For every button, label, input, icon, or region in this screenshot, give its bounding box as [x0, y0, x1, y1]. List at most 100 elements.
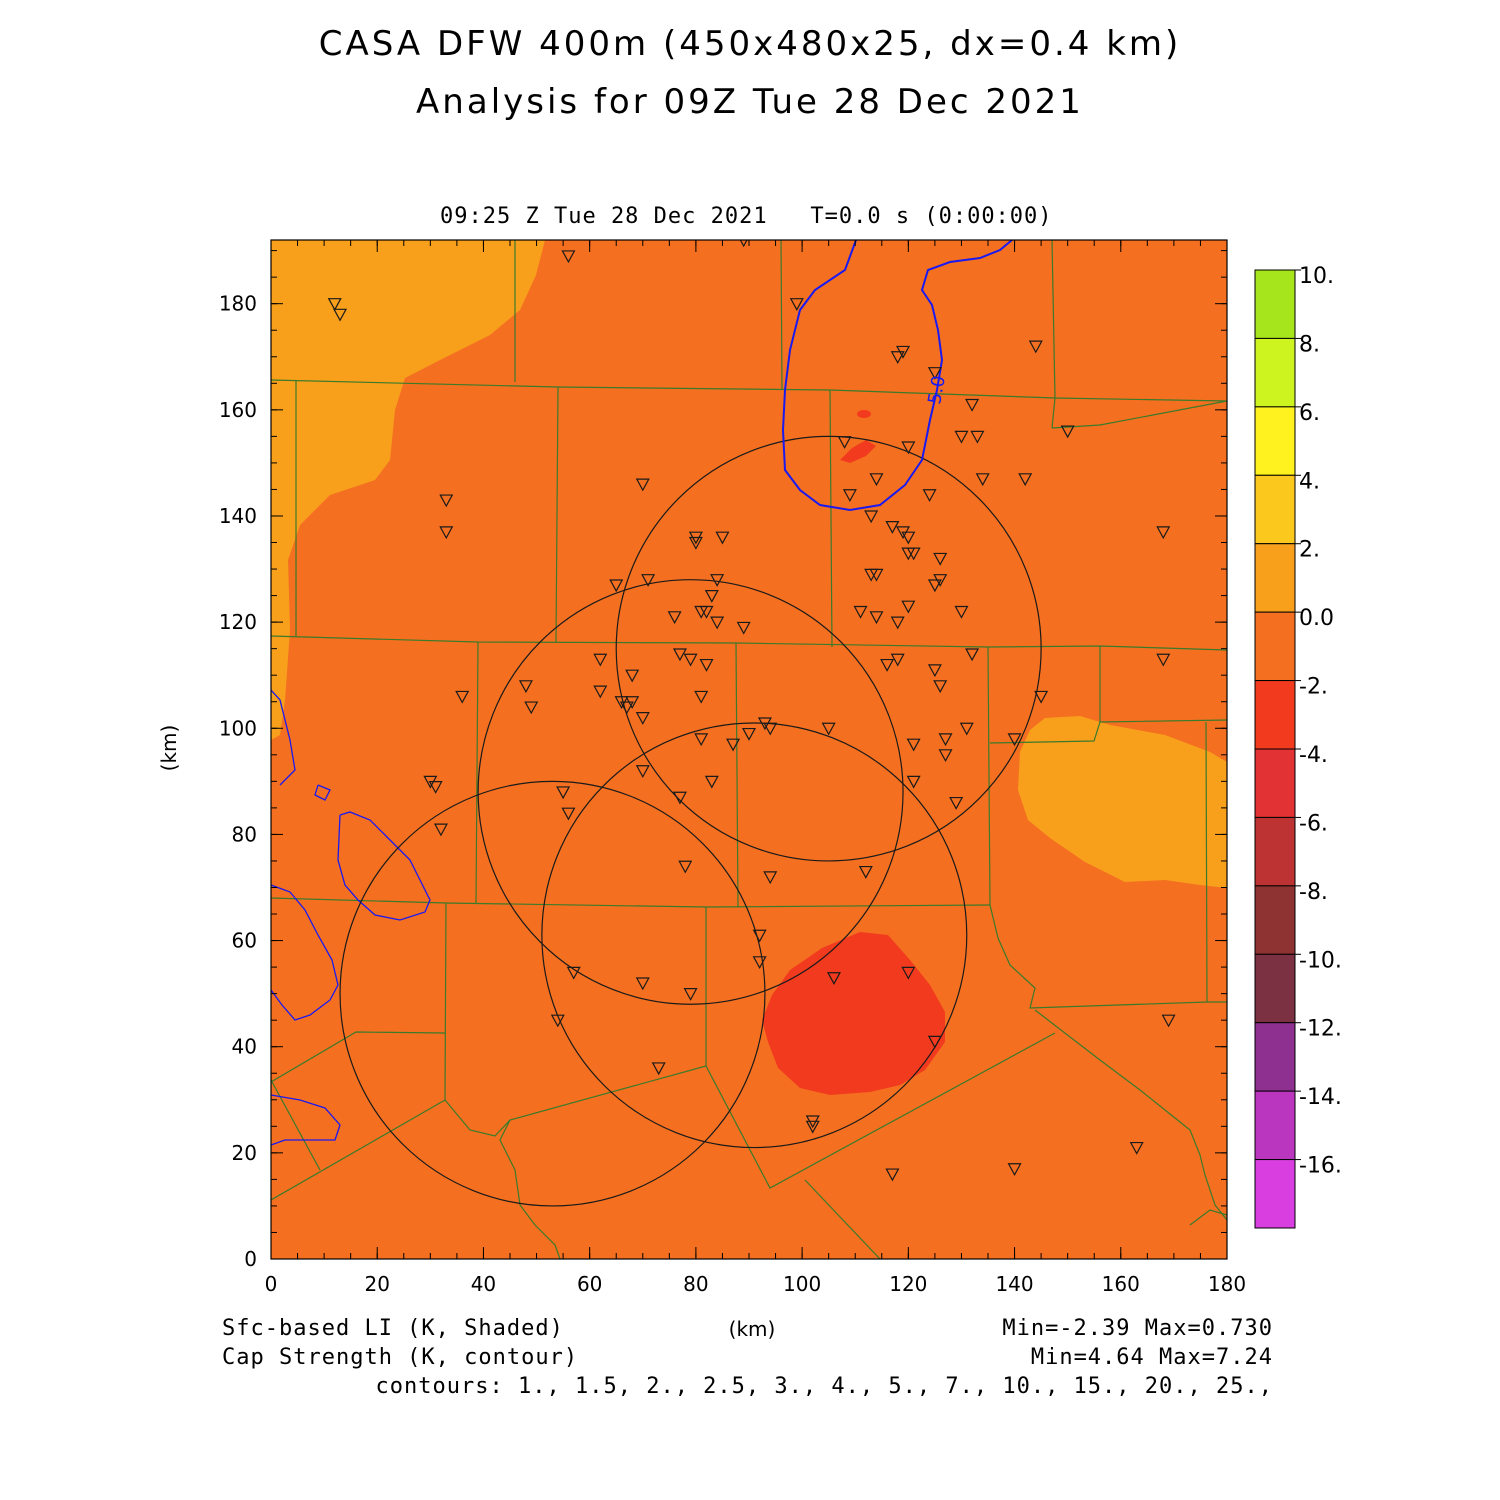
observation-stations [327, 240, 1176, 1182]
li-cold-spot [857, 410, 871, 418]
station-marker [763, 722, 778, 736]
colorbar-swatch [1254, 337, 1296, 408]
station-marker [641, 574, 656, 587]
colorbar-label: -14. [1299, 1085, 1342, 1110]
li-cold-region-north [840, 440, 876, 463]
station-marker [710, 616, 725, 630]
colorbar-swatch [1254, 1159, 1296, 1229]
x-tick-label: 20 [364, 1272, 389, 1296]
station-marker [858, 865, 873, 879]
colorbar-label: 6. [1299, 401, 1320, 426]
station-marker [710, 574, 725, 587]
y-tick-label: 120 [219, 610, 257, 634]
station-marker [683, 653, 698, 667]
station-marker [959, 722, 974, 736]
colorbar-label: 8. [1299, 332, 1320, 357]
station-marker [933, 680, 948, 694]
station-marker [333, 308, 348, 322]
station-marker [927, 664, 942, 678]
station-marker [694, 605, 709, 619]
colorbar-label: 10. [1299, 264, 1334, 289]
station-marker [694, 733, 709, 747]
station-marker [896, 345, 911, 359]
y-tick-label: 40 [232, 1035, 257, 1059]
x-tick-label: 120 [889, 1272, 927, 1296]
station-marker [625, 696, 640, 709]
station-marker [970, 430, 985, 444]
shaded-range: Min=-2.39 Max=0.730 [1002, 1316, 1273, 1341]
y-tick-label: 60 [232, 929, 257, 953]
title-line-2: Analysis for 09Z Tue 28 Dec 2021 [416, 82, 1084, 122]
station-marker [619, 701, 634, 715]
x-axis-label: (km) [729, 1317, 776, 1341]
station-marker [869, 568, 884, 582]
colorbar-swatch [1254, 953, 1296, 1024]
contour-levels: contours: 1., 1.5, 2., 2.5, 3., 4., 5., … [375, 1374, 1273, 1399]
station-marker [609, 579, 624, 593]
station-marker [869, 473, 884, 487]
station-marker [741, 727, 757, 741]
station-marker [975, 473, 990, 487]
station-marker [704, 775, 719, 789]
station-marker [906, 547, 921, 561]
radar-ring-3 [339, 780, 766, 1207]
station-marker [901, 966, 916, 980]
station-marker [965, 648, 980, 662]
station-marker [938, 749, 953, 763]
contour-range: Min=4.64 Max=7.24 [1030, 1345, 1273, 1370]
station-marker [890, 653, 905, 667]
station-marker [927, 367, 942, 380]
station-marker [901, 531, 916, 545]
title-line-1: CASA DFW 400m (450x480x25, dx=0.4 km) [318, 24, 1182, 64]
li-cold-region-south [762, 932, 945, 1095]
radar-ring-2 [477, 579, 904, 1005]
cap-strength-contour-5 [781, 240, 1013, 512]
station-marker [880, 658, 895, 672]
y-tick-label: 20 [232, 1141, 257, 1165]
valid-time-subtitle: 09:25 Z Tue 28 Dec 2021 T=0.0 s (0:00:00… [440, 204, 1053, 229]
station-marker [1156, 653, 1171, 667]
station-marker [853, 605, 868, 619]
station-marker [890, 351, 905, 365]
station-marker [752, 929, 767, 943]
station-marker [455, 690, 470, 704]
x-tick-label: 160 [1102, 1272, 1140, 1296]
radar-ring-4 [541, 722, 968, 1149]
station-marker [667, 611, 682, 625]
station-marker [678, 860, 693, 874]
station-marker [901, 600, 916, 614]
station-marker [1018, 473, 1033, 487]
station-marker [635, 478, 650, 492]
station-marker [763, 871, 778, 885]
station-marker [635, 765, 650, 778]
station-marker [736, 621, 751, 635]
colorbar-swatch [1254, 748, 1296, 818]
li-warm-region-northwest [271, 240, 545, 740]
colorbar-swatch [1254, 680, 1296, 750]
station-marker [752, 956, 767, 970]
station-marker [933, 552, 948, 566]
station-marker [524, 701, 539, 715]
station-marker [949, 796, 964, 810]
station-marker [890, 616, 905, 630]
station-marker [561, 807, 576, 821]
colorbar-label: -8. [1299, 880, 1328, 905]
station-marker [704, 589, 719, 603]
station-marker [1034, 690, 1049, 704]
station-marker [694, 690, 709, 704]
station-marker [518, 680, 533, 694]
station-marker [837, 436, 852, 449]
contour-field-label: Cap Strength (K, contour) [222, 1345, 579, 1370]
station-marker [885, 1168, 900, 1182]
county-boundaries [271, 240, 1227, 1259]
li-warm-region-east [1018, 716, 1227, 888]
station-marker [561, 250, 576, 264]
station-marker [635, 977, 650, 991]
station-marker [556, 786, 571, 800]
station-marker [593, 685, 608, 699]
colorbar-label: -16. [1299, 1154, 1342, 1179]
colorbar-label: -4. [1299, 743, 1328, 768]
shaded-field [271, 240, 1227, 1259]
colorbar: 10. 8. 6. 4. 2. 0.0 -2. -4. -6. -8. -10. -12. -14. -1… [1254, 264, 1342, 1229]
